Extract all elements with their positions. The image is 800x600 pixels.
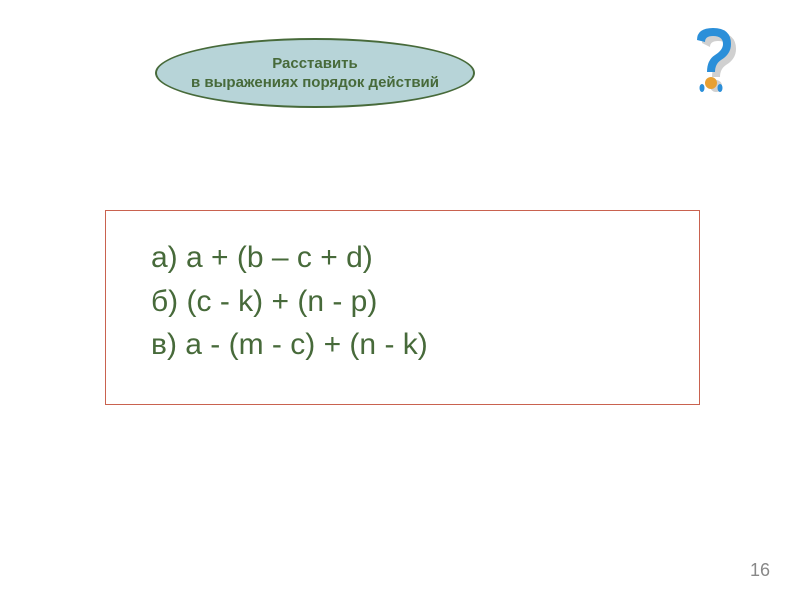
expressions-box: а) a + (b – c + d) б) (c - k) + (n - p) … [105, 210, 700, 405]
expression-a: а) a + (b – c + d) [151, 236, 679, 280]
instruction-bubble: Расставить в выражениях порядок действий [155, 38, 475, 108]
instruction-text: Расставить в выражениях порядок действий [191, 54, 439, 93]
expression-c: в) a - (m - c) + (n - k) [151, 323, 679, 367]
instruction-line2: в выражениях порядок действий [191, 74, 439, 91]
instruction-line1: Расставить [272, 55, 358, 72]
question-mark-icon [685, 28, 745, 98]
expression-b: б) (c - k) + (n - p) [151, 280, 679, 324]
bubble-tail [465, 78, 505, 118]
page-number: 16 [750, 560, 770, 581]
